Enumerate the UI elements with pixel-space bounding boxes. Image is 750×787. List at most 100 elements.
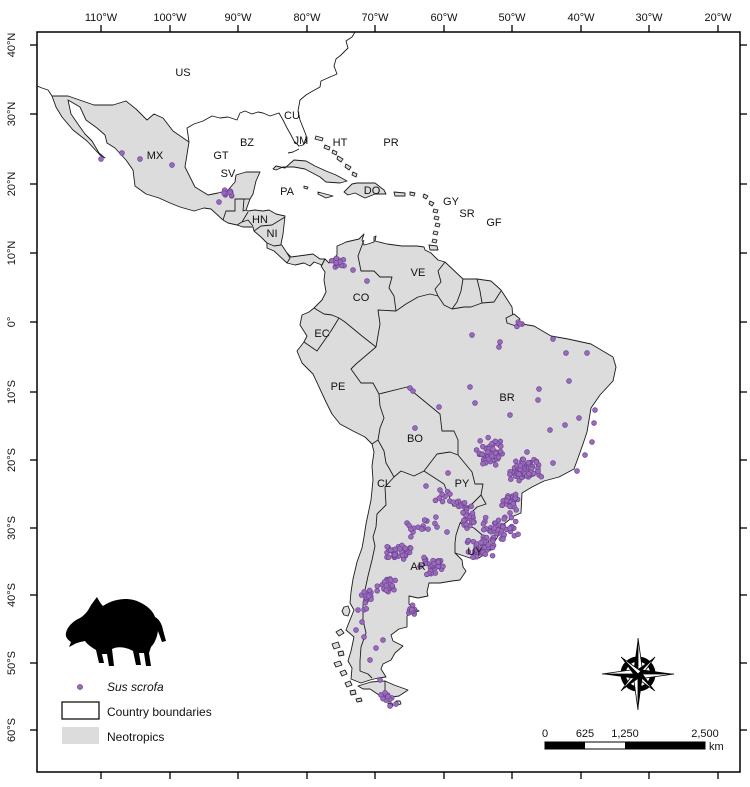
occurrence-point [328, 257, 335, 264]
occurrence-point [530, 470, 537, 477]
neotropics-swatch [62, 727, 99, 744]
occurrence-point [508, 476, 514, 482]
occurrence-point [508, 514, 515, 521]
occurrence-point [526, 471, 532, 477]
country-boundaries-swatch [61, 701, 100, 720]
occurrence-point [221, 190, 227, 196]
occurrence-point [399, 552, 406, 559]
country-label-gy: GY [443, 196, 460, 208]
compass-rose-icon [601, 637, 675, 711]
occurrence-point [440, 563, 446, 570]
occurrence-point [436, 404, 442, 410]
occurrence-point [501, 516, 507, 522]
occurrence-point [461, 500, 468, 506]
occurrence-point [507, 503, 513, 510]
occurrence-point [393, 701, 399, 707]
wild-boar-icon [65, 597, 166, 666]
occurrence-point [480, 460, 486, 467]
occurrence-point [507, 525, 513, 532]
occurrence-point [98, 156, 104, 162]
country-label-uy: UY [467, 546, 483, 558]
occurrence-point [536, 386, 542, 392]
occurrence-point [499, 502, 505, 509]
occurrence-point [374, 583, 381, 589]
scale-tick-label: 2,500 [691, 728, 719, 740]
occurrence-point [535, 397, 541, 403]
country-label-sr: SR [459, 208, 474, 220]
occurrence-point [408, 534, 414, 540]
occurrence-point [410, 388, 416, 394]
occurrence-point [507, 510, 513, 516]
occurrence-point [450, 499, 456, 505]
occurrence-point [424, 571, 430, 578]
occurrence-point [516, 471, 522, 477]
lat-tick-label: 40°N [6, 33, 18, 58]
occurrence-point [444, 529, 450, 535]
occurrence-point [445, 470, 451, 476]
occurrence-point [391, 552, 398, 558]
occurrence-point [497, 448, 504, 455]
occurrence-point [503, 498, 510, 504]
neotropics-label: Neotropics [107, 730, 164, 744]
occurrence-point [495, 454, 502, 461]
occurrence-point [402, 545, 408, 551]
occurrence-point [497, 339, 503, 345]
occurrence-point [535, 468, 541, 475]
country-label-pr: PR [383, 137, 398, 149]
occurrence-point [482, 514, 489, 521]
occurrence-point [392, 577, 398, 584]
occurrence-point [333, 260, 340, 266]
occurrence-point [365, 593, 372, 599]
occurrence-point [425, 526, 431, 532]
lat-tick-label: 30°N [6, 102, 18, 127]
country-label-co: CO [353, 292, 370, 304]
occurrence-point [364, 278, 370, 284]
occurrence-point [374, 588, 380, 594]
occurrence-point [361, 589, 367, 595]
occurrence-point [216, 199, 222, 205]
occurrence-point [137, 156, 143, 162]
country-label-gf: GF [486, 217, 502, 229]
country-label-cu: CU [284, 110, 300, 122]
country-label-mx: MX [147, 150, 164, 162]
occurrence-point [520, 456, 527, 463]
occurrence-point [533, 459, 540, 465]
occurrence-point [562, 422, 568, 428]
occurrence-point [563, 350, 569, 356]
occurrence-point [584, 350, 590, 356]
lat-tick-label: 10°S [6, 380, 18, 404]
occurrence-point [591, 420, 597, 426]
occurrence-point [528, 465, 535, 472]
occurrence-point [363, 606, 370, 612]
scale-bar: 0 625 1,250 2,500 km [542, 728, 724, 753]
occurrence-point [417, 563, 423, 570]
legend: Sus scrofa Country boundaries Neotropics [61, 597, 212, 744]
occurrence-point [408, 526, 414, 532]
basemap [37, 32, 617, 708]
occurrence-point [489, 552, 496, 559]
country-label-do: DO [364, 185, 381, 197]
occurrence-point [361, 634, 367, 640]
occurrence-point [513, 458, 519, 465]
occurrence-point [359, 619, 365, 625]
occurrence-point [465, 537, 472, 544]
lon-tick-label: 50°W [498, 12, 526, 24]
country-boundaries-label: Country boundaries [107, 705, 212, 719]
occurrence-point [472, 400, 478, 406]
occurrence-point [492, 462, 499, 468]
occurrence-point [432, 520, 438, 527]
occurrence-point [418, 526, 425, 532]
occurrence-point [467, 384, 473, 390]
occurrence-point [435, 559, 441, 565]
occurrence-point [498, 443, 504, 449]
occurrence-point [496, 344, 502, 350]
graticule-ticks: 110°W 100°W 90°W 80°W 70°W 60°W 50°W 40°W 30°W 20… [6, 12, 747, 779]
occurrence-point [119, 150, 125, 156]
occurrence-point [469, 510, 476, 517]
occurrence-point [436, 495, 443, 501]
lon-tick-label: 70°W [361, 12, 389, 24]
country-label-jm: JM [294, 135, 309, 147]
occurrence-point [362, 600, 368, 606]
south-america-landmass [296, 233, 617, 684]
